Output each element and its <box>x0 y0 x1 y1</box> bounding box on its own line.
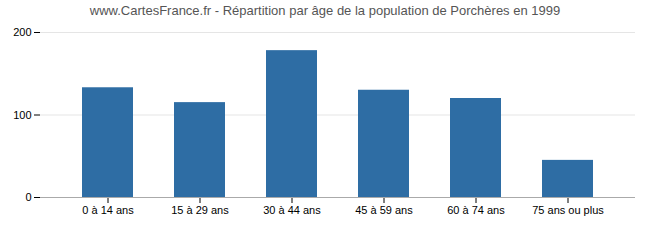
svg-text:75 ans ou plus: 75 ans ou plus <box>532 204 604 216</box>
svg-text:0 à 14 ans: 0 à 14 ans <box>82 204 134 216</box>
svg-text:45 à 59 ans: 45 à 59 ans <box>355 204 413 216</box>
svg-text:30 à 44 ans: 30 à 44 ans <box>263 204 321 216</box>
svg-text:200: 200 <box>13 26 31 38</box>
svg-text:60 à 74 ans: 60 à 74 ans <box>447 204 505 216</box>
svg-text:100: 100 <box>13 109 31 121</box>
svg-text:0: 0 <box>25 191 31 203</box>
html-text:www.CartesFrance.fr - Répartit: www.CartesFrance.fr - Répartition par âg… <box>89 3 561 18</box>
svg-text:15 à 29 ans: 15 à 29 ans <box>171 204 229 216</box>
